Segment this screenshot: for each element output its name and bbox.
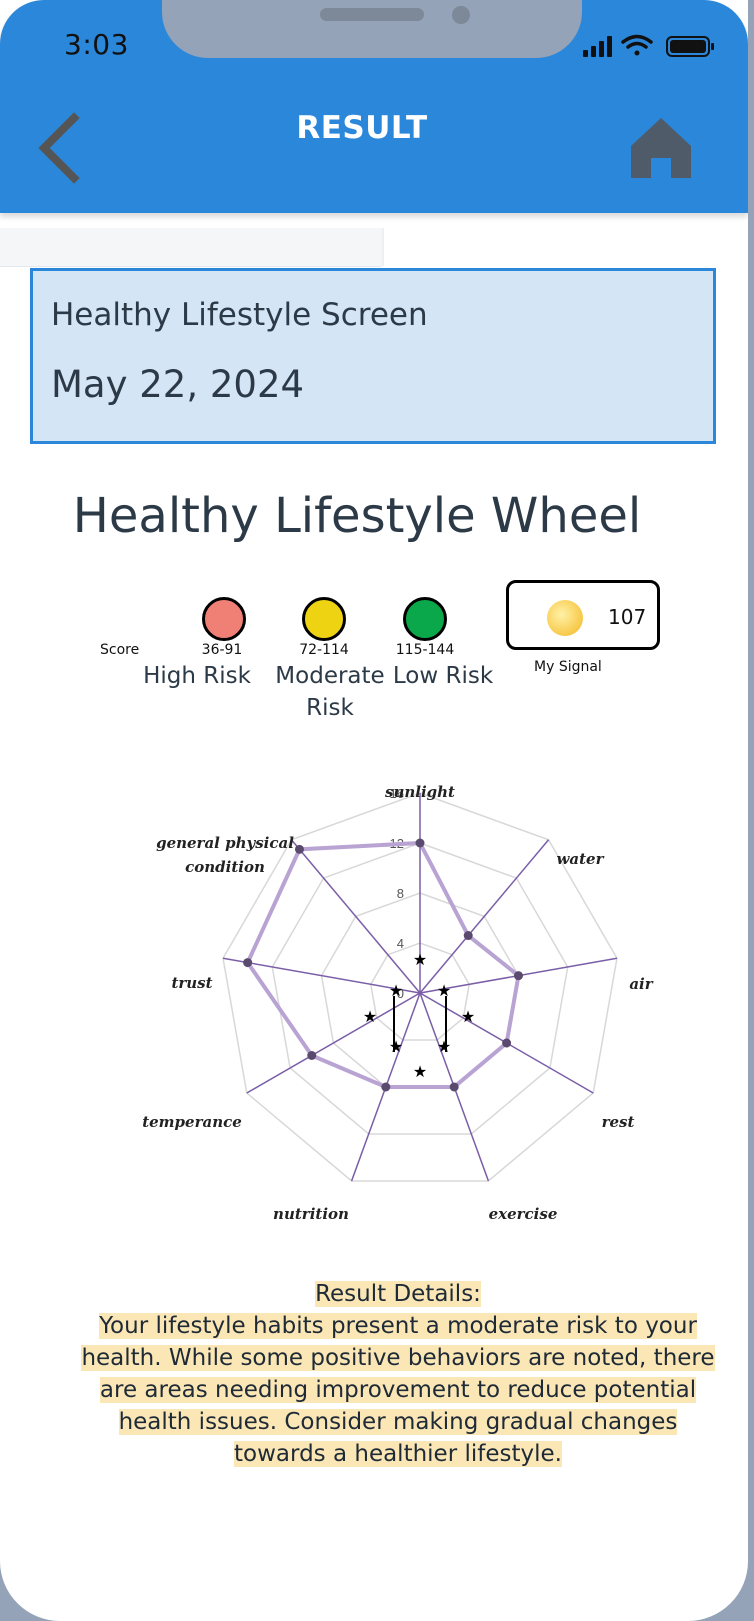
battery-icon	[666, 36, 714, 57]
home-icon[interactable]	[630, 116, 692, 180]
high-risk-label: High Risk	[143, 663, 251, 689]
device-notch	[162, 0, 582, 58]
screen-name: Healthy Lifestyle Screen	[51, 297, 428, 333]
low-risk-range: 115-144	[395, 642, 455, 658]
low-risk-label: Low Risk	[392, 663, 494, 689]
radar-tick-16: 16	[390, 786, 404, 801]
back-arrow-icon[interactable]	[34, 112, 90, 184]
axis-label-6: temperance	[142, 1113, 242, 1131]
my-signal-box: 107	[506, 580, 660, 650]
radar-spoke-6	[246, 992, 421, 1094]
radar-series-line	[245, 840, 521, 1089]
high-risk-dot	[202, 597, 246, 641]
radar-point-nutrition	[381, 1082, 391, 1092]
center-star-marker-0: ★	[413, 950, 427, 969]
details-body: Your lifestyle habits present a moderate…	[81, 1313, 715, 1467]
axis-label-5: nutrition	[273, 1205, 349, 1223]
radar-grid-ring	[222, 792, 618, 1182]
legend-score-label: Score	[100, 642, 140, 658]
screen-info-card: Healthy Lifestyle Screen May 22, 2024	[30, 268, 716, 444]
signal-bars-icon	[583, 36, 612, 57]
radar-spoke-8	[290, 839, 421, 994]
center-star-marker-3: ★	[363, 1007, 377, 1026]
axis-label-2: air	[629, 975, 653, 993]
center-star-marker-5: ★	[389, 1037, 403, 1056]
axis-label-7: trust	[171, 974, 212, 992]
center-star-marker-7: ★	[413, 1062, 427, 1081]
radar-point-air	[513, 971, 523, 981]
wheel-title: Healthy Lifestyle Wheel	[72, 488, 642, 544]
radar-spoke-7	[222, 957, 421, 994]
radar-point-rest	[502, 1038, 512, 1048]
low-risk-dot	[403, 597, 447, 641]
radar-point-general-physical-condition	[294, 844, 304, 854]
axis-label-0: sunlight	[385, 783, 455, 801]
status-icons	[583, 34, 714, 57]
moderate-risk-dot	[302, 597, 346, 641]
radar-point-water	[463, 931, 473, 941]
details-heading: Result Details:	[315, 1281, 481, 1307]
center-star-marker-6: ★	[437, 1037, 451, 1056]
app-header: 3:03 RESULT	[0, 0, 748, 213]
radar-tick-8: 8	[397, 886, 404, 901]
status-time: 3:03	[64, 28, 129, 61]
wifi-icon	[621, 34, 653, 56]
signal-value: 107	[608, 605, 647, 629]
moderate-risk-range: 72-114	[299, 642, 349, 658]
radar-point-temperance	[307, 1051, 317, 1060]
radar-tick-0: 0	[397, 986, 404, 1001]
signal-dot	[547, 600, 583, 636]
center-star-marker-2: ★	[437, 981, 451, 1000]
center-star-marker-4: ★	[461, 1007, 475, 1026]
speaker-grille	[320, 8, 424, 21]
result-details: Result Details: Your lifestyle habits pr…	[70, 1278, 726, 1470]
moderate-risk-label: Moderate Risk	[275, 663, 385, 721]
page-title: RESULT	[296, 110, 428, 146]
radar-point-exercise	[449, 1082, 459, 1092]
axis-label-1: water	[556, 850, 604, 868]
content-strip	[0, 228, 382, 267]
axis-label-8: general physical condition	[156, 834, 294, 876]
high-risk-range: 36-91	[201, 642, 243, 658]
radar-spoke-1	[419, 839, 550, 994]
radar-tick-4: 4	[397, 936, 404, 951]
axis-label-4: exercise	[489, 1205, 558, 1223]
front-camera	[452, 6, 470, 24]
radar-point-sunlight	[415, 838, 425, 848]
center-star-marker-1: ★	[389, 981, 403, 1000]
signal-label: My Signal	[534, 659, 602, 675]
screen-date: May 22, 2024	[51, 363, 305, 406]
strip-divider	[382, 228, 384, 266]
radar-grid-ring	[271, 842, 569, 1135]
radar-grid-ring	[369, 942, 471, 1041]
radar-point-trust	[243, 958, 253, 968]
axis-label-3: rest	[602, 1113, 635, 1131]
